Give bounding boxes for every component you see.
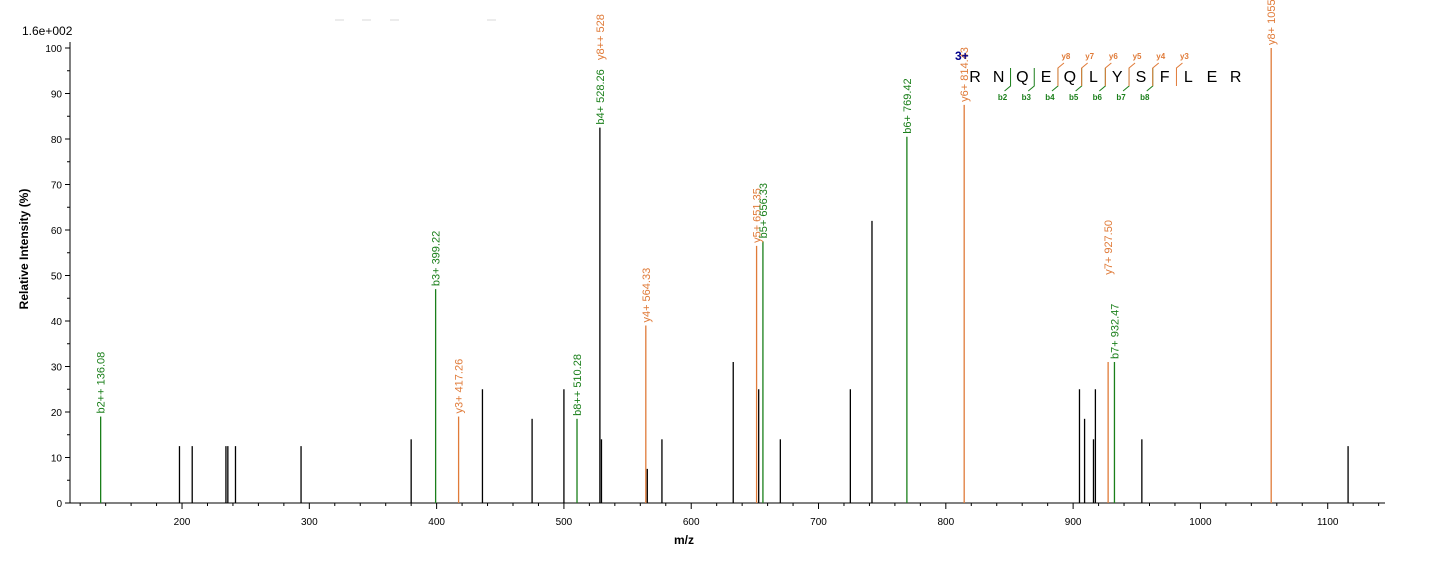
- b-ion-label: b8: [1140, 93, 1150, 102]
- b-ion-bracket: [1099, 68, 1106, 92]
- charge-state: 3+: [955, 49, 969, 63]
- peak-label: y7+ 927.50: [1103, 220, 1115, 275]
- peak-label: b8++ 510.28: [572, 354, 584, 416]
- y-tick-label: 10: [51, 454, 63, 465]
- b-ion-label: b6: [1093, 93, 1103, 102]
- sequence-residue: R: [969, 69, 981, 86]
- x-axis: 200 300 400 500 600 700 800 900 1000 1100: [70, 502, 1385, 528]
- y-tick-label: 100: [45, 44, 62, 55]
- b-ion-bracket: [1146, 68, 1154, 92]
- y-tick-label: 50: [51, 272, 63, 283]
- b-ion-label: b3: [1022, 93, 1032, 102]
- y-axis: 0 10 20 30 40 50 60 70 80 90 100: [45, 42, 71, 510]
- x-tick-label: 900: [1065, 517, 1082, 528]
- b-ion-bracket: [1051, 68, 1059, 92]
- y-ion-bracket: [1152, 62, 1160, 86]
- x-tick-label: 300: [301, 517, 318, 528]
- y-ion-bracket: [1081, 62, 1088, 86]
- y-ion-label: y4: [1156, 52, 1165, 61]
- y-tick-label: 60: [51, 226, 63, 237]
- y-tick-label: 70: [51, 181, 63, 192]
- peak-label: b5+ 656.33: [758, 183, 770, 238]
- x-tick-label: 700: [810, 517, 827, 528]
- y-ion-bracket: [1104, 62, 1112, 86]
- x-tick-label: 500: [556, 517, 573, 528]
- x-tick-label: 400: [428, 517, 445, 528]
- sequence-residue: Y: [1112, 69, 1123, 86]
- b-ion-label: b2: [998, 93, 1008, 102]
- peak-label: y3+ 417.26: [454, 359, 466, 414]
- x-tick-label: 1000: [1189, 517, 1212, 528]
- b-ion-label: b5: [1069, 93, 1079, 102]
- y-tick-label: 40: [51, 317, 63, 328]
- x-tick-label: 1100: [1317, 517, 1339, 528]
- sequence-residue: S: [1136, 69, 1147, 86]
- b-ion-bracket: [1075, 68, 1083, 92]
- sequence-residue: E: [1041, 69, 1052, 86]
- sequence-residue: L: [1089, 69, 1098, 86]
- y-ion-label: y6: [1109, 52, 1118, 61]
- y-ion-bracket: [1175, 62, 1183, 86]
- peak-label: b4+ 528.26: [595, 69, 607, 124]
- y-tick-label: 90: [51, 90, 63, 101]
- peaks-layer: [100, 48, 1349, 503]
- peak-label: y8+ 1055.60: [1266, 0, 1278, 45]
- peak-label: b2++ 136.08: [96, 352, 108, 414]
- peak-label: y4+ 564.33: [641, 268, 653, 323]
- peak-label: y5+ 651.35: [752, 188, 764, 243]
- sequence-residue: F: [1160, 69, 1170, 86]
- b-ion-bracket: [1027, 68, 1035, 92]
- sequence-residue: N: [993, 69, 1005, 86]
- sequence-residue: L: [1184, 69, 1193, 86]
- peak-label: b6+ 769.42: [902, 78, 914, 133]
- b-ion-bracket: [1122, 68, 1130, 92]
- y-tick-label: 0: [56, 499, 62, 510]
- y-ion-bracket: [1057, 62, 1065, 86]
- sequence-residue: E: [1207, 69, 1218, 86]
- peak-label-top: y8++ 528: [595, 14, 607, 60]
- peak-label: b7+ 932.47: [1109, 304, 1121, 359]
- peak-label: y6+ 814.43: [959, 47, 971, 102]
- y-ion-label: y5: [1133, 52, 1142, 61]
- y-ion-label: y3: [1180, 52, 1189, 61]
- y-ion-label: y8: [1061, 52, 1070, 61]
- peak-labels-layer: b2++ 136.08 b3+ 399.22 y3+ 417.26 b8++ 510.…: [96, 0, 1279, 416]
- y-ion-bracket: [1128, 62, 1136, 86]
- y-ion-label: y7: [1085, 52, 1094, 61]
- max-intensity-label: 1.6e+002: [22, 24, 73, 38]
- x-axis-title: m/z: [674, 533, 694, 547]
- peak-label: b3+ 399.22: [431, 231, 443, 286]
- y-tick-label: 20: [51, 408, 63, 419]
- sequence-residue: Q: [1064, 69, 1076, 86]
- x-tick-label: 800: [937, 517, 954, 528]
- x-tick-label: 600: [683, 517, 700, 528]
- x-tick-label: 200: [174, 517, 191, 528]
- sequence-residue: Q: [1016, 69, 1028, 86]
- sequence-residue: R: [1230, 69, 1242, 86]
- y-tick-label: 80: [51, 135, 63, 146]
- b-ion-bracket: [1004, 68, 1012, 92]
- y-tick-label: 30: [51, 363, 63, 374]
- b-ion-label: b4: [1045, 93, 1055, 102]
- y-axis-title: Relative Intensity (%): [17, 189, 31, 310]
- b-ion-label: b7: [1116, 93, 1126, 102]
